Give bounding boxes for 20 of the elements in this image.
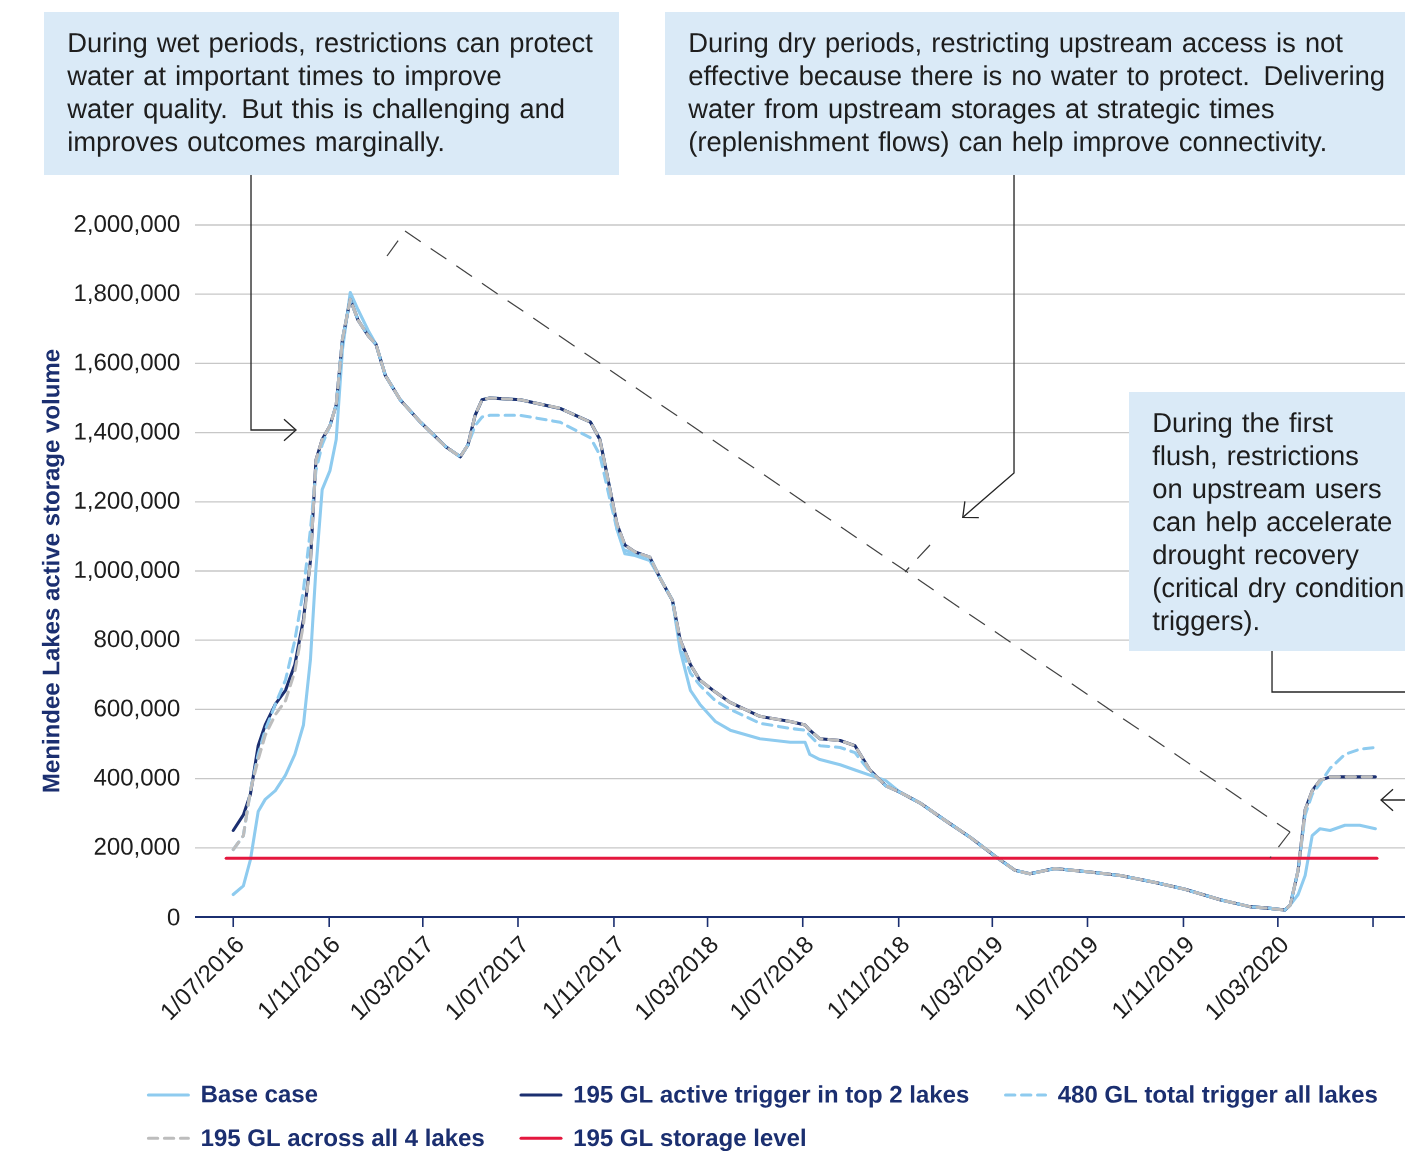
- y-tick-label: 1,400,000: [75, 422, 180, 443]
- legend-label: Base case: [202, 1085, 318, 1103]
- text: During dry periods, restricting upstream access is not effective because there is no water to protect. Delivering water from upstream storages at strategic times (replenishment flows) can help improve connectivity.: [688, 32, 1384, 157]
- legend-label: 195 GL active trigger in top 2 lakes: [574, 1085, 969, 1108]
- legend-label: 195 GL storage level: [574, 1128, 805, 1152]
- y-tick-label: 600,000: [94, 699, 180, 720]
- y-tick-label: 1,000,000: [75, 561, 180, 581]
- y-axis-title: Menindee Lakes active storage volume: [41, 349, 65, 792]
- y-tick-label: 0: [167, 908, 180, 926]
- legend-label: 195 GL across all 4 lakes: [202, 1128, 484, 1147]
- y-tick-label: 400,000: [94, 768, 180, 789]
- legend-label: 480 GL total trigger all lakes: [1058, 1085, 1377, 1108]
- y-tick-label: 1,600,000: [75, 353, 180, 374]
- annotation: During the first flush, restrictions on upstream users can help accelerate drought recovery (critical dry condition triggers).: [1152, 412, 1403, 636]
- text: During wet periods, restrictions can protect water at important times to improve water quality. But this is challenging and improves outcomes marginally.: [67, 32, 593, 157]
- y-tick-label: 200,000: [94, 837, 180, 858]
- y-tick-label: 1,800,000: [75, 284, 180, 305]
- y-tick-label: 800,000: [94, 630, 180, 651]
- y-tick-label: 1,200,000: [75, 491, 180, 512]
- y-tick-label: 2,000,000: [74, 215, 180, 235]
